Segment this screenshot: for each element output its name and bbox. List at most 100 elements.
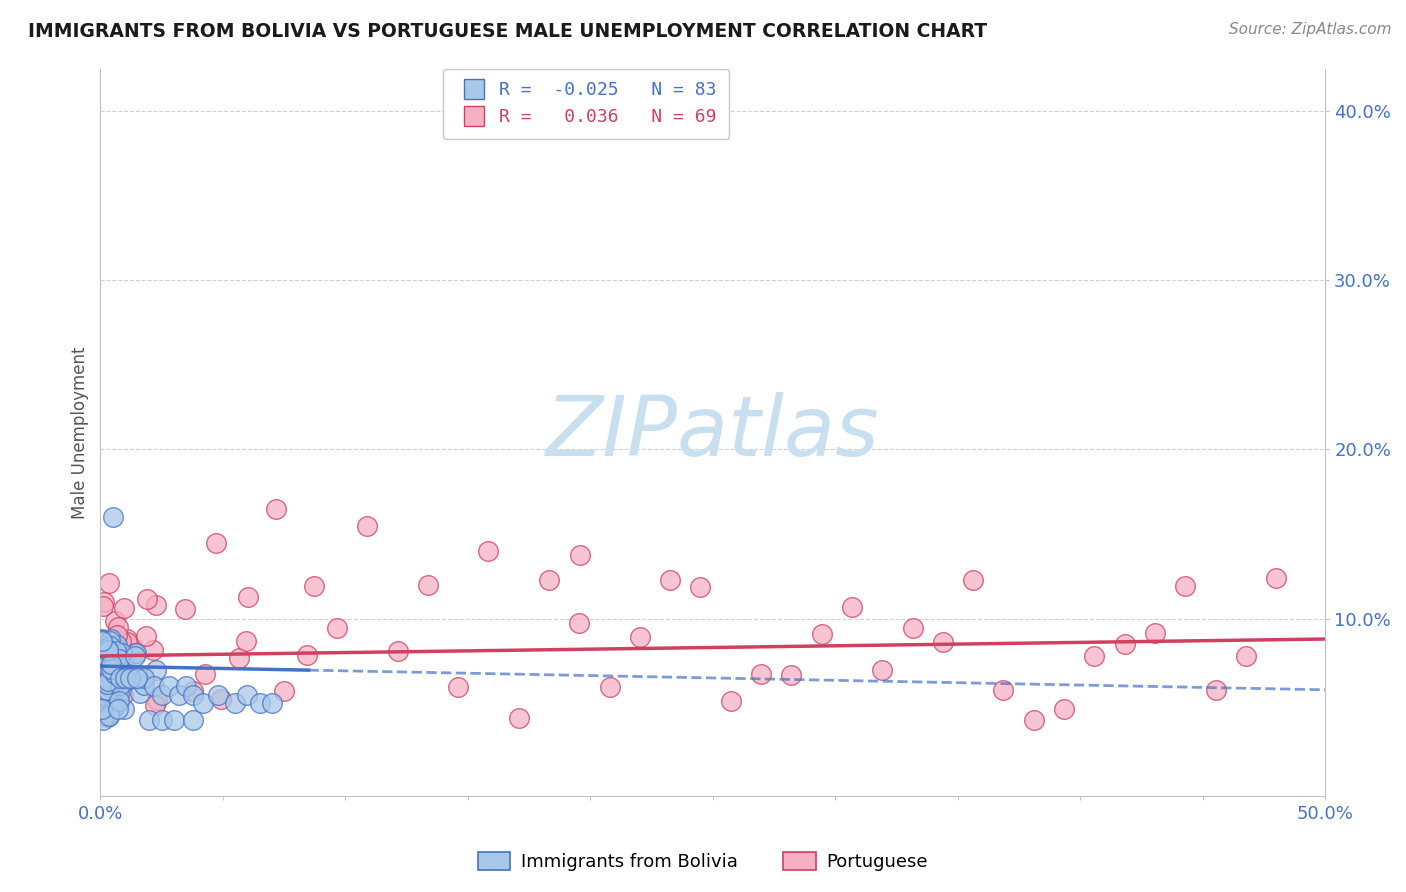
Point	[98, 663, 121, 677]
Point	[110, 648, 132, 662]
Point	[167, 688, 190, 702]
Point	[105, 644, 128, 658]
Point	[98, 656, 121, 670]
Point	[108, 687, 131, 701]
Point	[568, 616, 591, 631]
Point	[97, 674, 120, 689]
Point	[204, 535, 226, 549]
Point	[143, 698, 166, 713]
Point	[101, 701, 124, 715]
Point	[96, 690, 118, 704]
Point	[91, 669, 114, 683]
Point	[599, 680, 621, 694]
Point	[96, 710, 118, 724]
Point	[174, 602, 197, 616]
Point	[94, 641, 117, 656]
Point	[416, 578, 439, 592]
Text: Source: ZipAtlas.com: Source: ZipAtlas.com	[1229, 22, 1392, 37]
Point	[93, 701, 115, 715]
Point	[118, 671, 141, 685]
Point	[181, 684, 204, 698]
Point	[1174, 579, 1197, 593]
Point	[108, 651, 131, 665]
Point	[236, 688, 259, 702]
Point	[749, 667, 772, 681]
Point	[100, 662, 122, 676]
Point	[101, 510, 124, 524]
Point	[90, 633, 112, 648]
Legend: Immigrants from Bolivia, Portuguese: Immigrants from Bolivia, Portuguese	[471, 845, 935, 879]
Point	[98, 684, 121, 698]
Point	[447, 680, 470, 694]
Point	[108, 671, 131, 685]
Point	[111, 688, 134, 702]
Point	[98, 707, 121, 722]
Point	[134, 678, 156, 692]
Point	[105, 628, 128, 642]
Point	[157, 680, 180, 694]
Point	[100, 656, 122, 670]
Point	[103, 676, 125, 690]
Point	[689, 580, 711, 594]
Point	[110, 634, 132, 648]
Point	[145, 663, 167, 677]
Point	[90, 633, 112, 648]
Point	[1053, 702, 1076, 716]
Point	[1234, 649, 1257, 664]
Point	[111, 656, 134, 670]
Point	[628, 630, 651, 644]
Point	[100, 674, 122, 689]
Point	[115, 635, 138, 649]
Point	[124, 646, 146, 660]
Point	[122, 640, 145, 655]
Point	[302, 579, 325, 593]
Point	[100, 657, 122, 672]
Point	[146, 692, 169, 706]
Text: IMMIGRANTS FROM BOLIVIA VS PORTUGUESE MALE UNEMPLOYMENT CORRELATION CHART: IMMIGRANTS FROM BOLIVIA VS PORTUGUESE MA…	[28, 22, 987, 41]
Point	[207, 688, 229, 702]
Point	[235, 634, 257, 648]
Point	[356, 518, 378, 533]
Point	[1022, 713, 1045, 727]
Point	[114, 657, 136, 671]
Point	[96, 677, 118, 691]
Point	[477, 544, 499, 558]
Point	[174, 680, 197, 694]
Point	[993, 682, 1015, 697]
Point	[105, 638, 128, 652]
Point	[94, 657, 117, 672]
Point	[128, 686, 150, 700]
Point	[810, 626, 832, 640]
Point	[569, 548, 592, 562]
Point	[124, 648, 146, 663]
Point	[273, 684, 295, 698]
Point	[236, 591, 259, 605]
Point	[105, 642, 128, 657]
Point	[1143, 625, 1166, 640]
Point	[387, 644, 409, 658]
Point	[97, 644, 120, 658]
Point	[1205, 682, 1227, 697]
Point	[720, 694, 742, 708]
Point	[194, 666, 217, 681]
Point	[1265, 571, 1288, 585]
Point	[138, 713, 160, 727]
Point	[107, 702, 129, 716]
Point	[97, 708, 120, 723]
Point	[93, 691, 115, 706]
Point	[780, 668, 803, 682]
Point	[266, 501, 288, 516]
Point	[537, 574, 560, 588]
Point	[901, 621, 924, 635]
Point	[224, 697, 246, 711]
Point	[1114, 637, 1136, 651]
Point	[101, 648, 124, 662]
Point	[1083, 649, 1105, 664]
Point	[163, 713, 186, 727]
Point	[209, 692, 232, 706]
Point	[249, 697, 271, 711]
Point	[90, 632, 112, 647]
Point	[143, 680, 166, 694]
Point	[90, 674, 112, 689]
Point	[103, 699, 125, 714]
